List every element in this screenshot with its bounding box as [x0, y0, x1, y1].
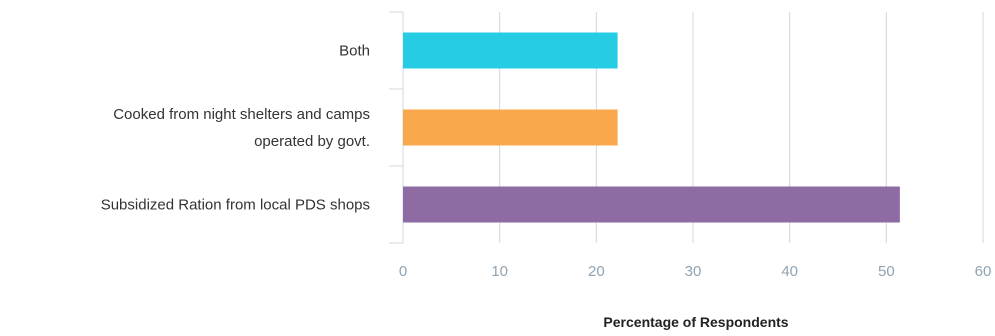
y-axis [389, 11, 404, 244]
category-label-3: Subsidized Ration from local PDS shops [101, 197, 370, 214]
x-tick-label-10: 10 [491, 263, 508, 280]
x-axis-title: Percentage of Respondents [603, 314, 788, 330]
category-label-1: Both [339, 43, 370, 60]
x-tick-label-40: 40 [781, 263, 798, 280]
bar-2 [403, 109, 618, 146]
x-tick-labels: 0 10 20 30 40 50 60 [399, 263, 992, 280]
bar-1 [403, 32, 618, 69]
x-tick-label-30: 30 [685, 263, 702, 280]
bars [403, 32, 900, 223]
category-label-2-line-1: Cooked from night shelters and camps [113, 106, 370, 123]
category-label-2-line-2: operated by govt. [254, 133, 370, 150]
x-tick-label-20: 20 [588, 263, 605, 280]
category-labels: Both Cooked from night shelters and camps… [101, 43, 370, 214]
bar-3 [403, 186, 900, 223]
x-tick-label-0: 0 [399, 263, 407, 280]
x-tick-label-50: 50 [878, 263, 895, 280]
x-tick-label-60: 60 [975, 263, 992, 280]
